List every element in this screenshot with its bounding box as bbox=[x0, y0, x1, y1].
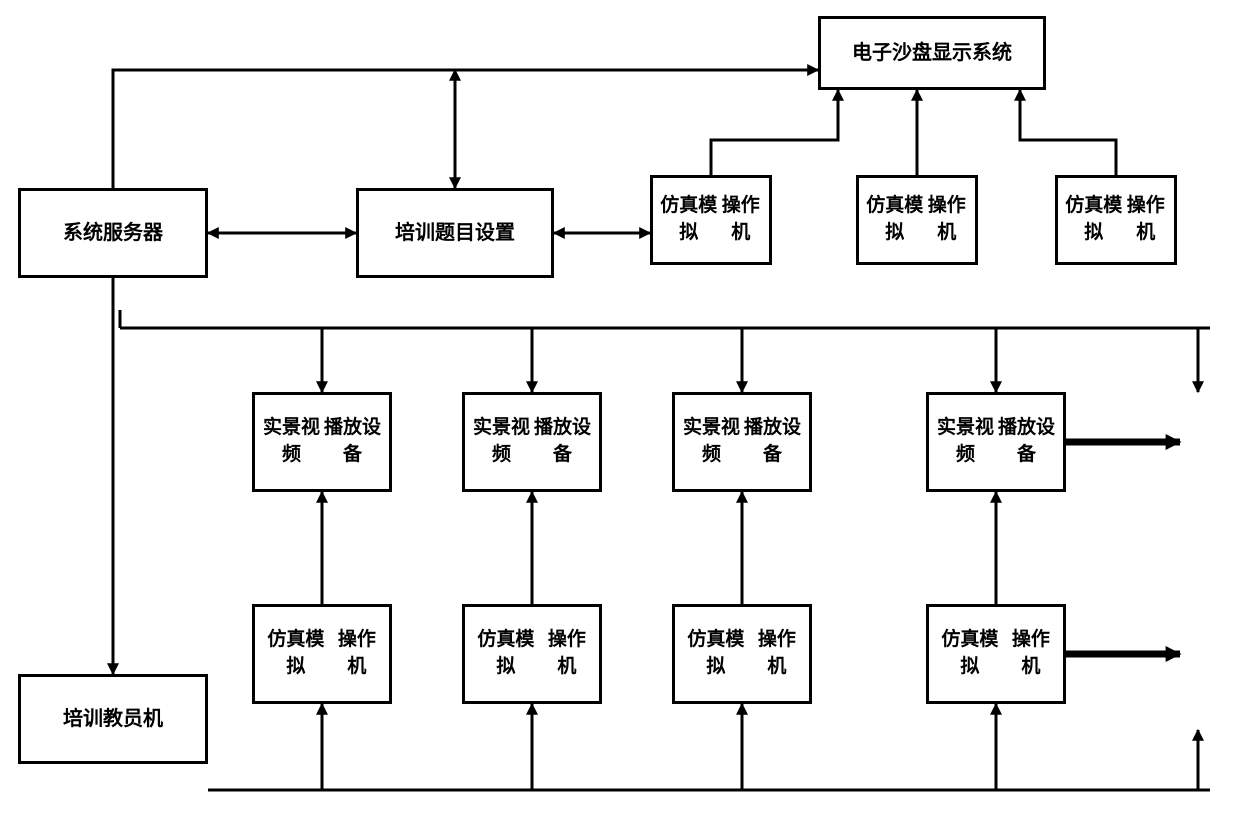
node-sim_top_3: 仿真模拟操作机 bbox=[1055, 175, 1177, 265]
node-label: 系统服务器 bbox=[63, 219, 163, 247]
node-training_set: 培训题目设置 bbox=[356, 188, 554, 278]
node-sim_bot_1: 仿真模拟操作机 bbox=[252, 604, 392, 704]
node-label: 仿真模拟 bbox=[935, 627, 1005, 680]
node-video_2: 实景视频播放设备 bbox=[462, 392, 602, 492]
node-server: 系统服务器 bbox=[18, 188, 208, 278]
node-label: 操作机 bbox=[541, 627, 593, 680]
node-sim_bot_4: 仿真模拟操作机 bbox=[926, 604, 1066, 704]
node-label: 实景视频 bbox=[471, 415, 532, 468]
node-label: 系统 bbox=[972, 39, 1012, 67]
node-label: 操作机 bbox=[924, 193, 969, 246]
node-sim_top_1: 仿真模拟操作机 bbox=[650, 175, 772, 265]
node-sim_bot_2: 仿真模拟操作机 bbox=[462, 604, 602, 704]
node-video_1: 实景视频播放设备 bbox=[252, 392, 392, 492]
node-instructor: 培训教员机 bbox=[18, 674, 208, 764]
node-label: 仿真模拟 bbox=[865, 193, 924, 246]
edge bbox=[113, 70, 818, 188]
node-label: 仿真模拟 bbox=[659, 193, 718, 246]
node-sim_bot_3: 仿真模拟操作机 bbox=[672, 604, 812, 704]
node-label: 实景视频 bbox=[935, 415, 996, 468]
node-label: 仿真模拟 bbox=[471, 627, 541, 680]
edge bbox=[1020, 90, 1116, 175]
node-label: 操作机 bbox=[331, 627, 383, 680]
node-sand_table: 电子沙盘显示系统 bbox=[818, 16, 1046, 90]
node-label: 培训教员机 bbox=[63, 705, 163, 733]
node-label: 播放设备 bbox=[322, 415, 383, 468]
node-label: 仿真模拟 bbox=[261, 627, 331, 680]
node-label: 仿真模拟 bbox=[1064, 193, 1123, 246]
node-label: 培训题目设置 bbox=[395, 219, 515, 247]
node-label: 播放设备 bbox=[532, 415, 593, 468]
edge bbox=[711, 90, 838, 175]
node-sim_top_2: 仿真模拟操作机 bbox=[856, 175, 978, 265]
node-label: 仿真模拟 bbox=[681, 627, 751, 680]
node-label: 操作机 bbox=[1123, 193, 1168, 246]
node-label: 实景视频 bbox=[681, 415, 742, 468]
node-label: 电子沙盘显示 bbox=[852, 39, 972, 67]
node-video_3: 实景视频播放设备 bbox=[672, 392, 812, 492]
node-label: 操作机 bbox=[718, 193, 763, 246]
node-label: 实景视频 bbox=[261, 415, 322, 468]
node-label: 操作机 bbox=[751, 627, 803, 680]
node-label: 播放设备 bbox=[742, 415, 803, 468]
node-video_4: 实景视频播放设备 bbox=[926, 392, 1066, 492]
node-label: 操作机 bbox=[1005, 627, 1057, 680]
node-label: 播放设备 bbox=[996, 415, 1057, 468]
